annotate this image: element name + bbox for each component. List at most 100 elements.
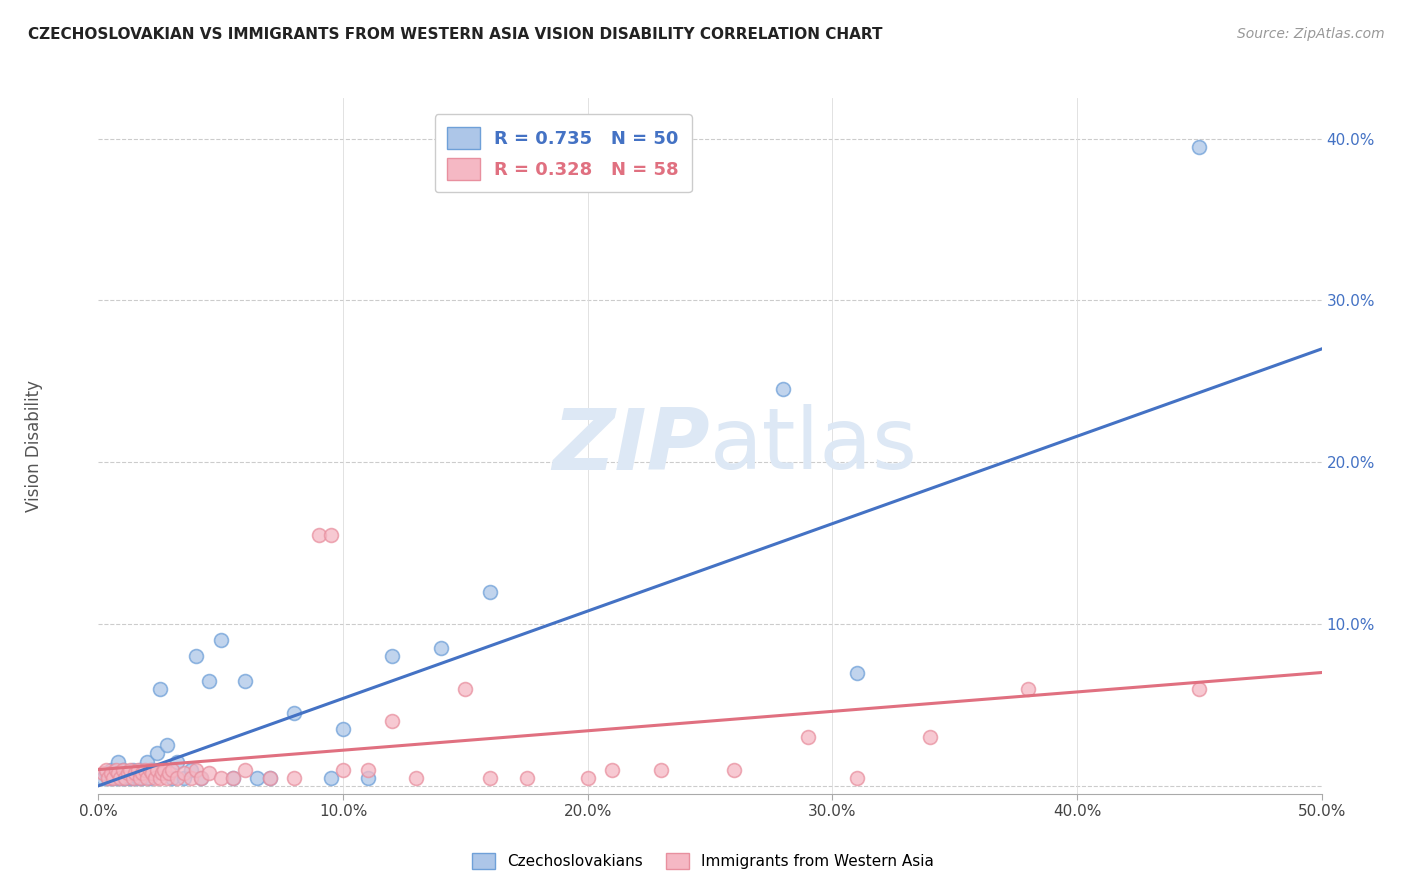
Point	[121, 771, 143, 785]
Point	[430, 641, 453, 656]
Point	[845, 665, 868, 680]
Point	[100, 763, 122, 777]
Point	[319, 771, 342, 785]
Point	[94, 763, 117, 777]
Point	[143, 771, 166, 785]
Point	[91, 765, 114, 780]
Point	[127, 763, 149, 777]
Point	[772, 383, 794, 397]
Point	[153, 763, 176, 777]
Point	[222, 771, 245, 785]
Text: Source: ZipAtlas.com: Source: ZipAtlas.com	[1237, 27, 1385, 41]
Point	[160, 771, 183, 785]
Point	[173, 771, 195, 785]
Point	[308, 528, 330, 542]
Point	[91, 771, 114, 785]
Point	[117, 765, 139, 780]
Point	[186, 763, 208, 777]
Point	[478, 771, 501, 785]
Point	[650, 763, 672, 777]
Point	[173, 765, 195, 780]
Point	[166, 755, 188, 769]
Point	[131, 771, 153, 785]
Point	[186, 649, 208, 664]
Point	[101, 771, 124, 785]
Point	[149, 681, 172, 696]
Point	[107, 765, 129, 780]
Point	[197, 673, 219, 688]
Point	[150, 765, 173, 780]
Point	[381, 714, 404, 728]
Point	[131, 765, 153, 780]
Point	[139, 763, 162, 777]
Point	[146, 763, 169, 777]
Point	[107, 755, 129, 769]
Point	[124, 765, 146, 780]
Point	[104, 763, 127, 777]
Text: ZIP: ZIP	[553, 404, 710, 488]
Point	[124, 765, 146, 780]
Point	[356, 771, 378, 785]
Point	[576, 771, 599, 785]
Point	[129, 771, 152, 785]
Point	[134, 763, 156, 777]
Text: CZECHOSLOVAKIAN VS IMMIGRANTS FROM WESTERN ASIA VISION DISABILITY CORRELATION CH: CZECHOSLOVAKIAN VS IMMIGRANTS FROM WESTE…	[28, 27, 883, 42]
Point	[127, 771, 149, 785]
Point	[356, 763, 378, 777]
Point	[246, 771, 269, 785]
Point	[332, 763, 354, 777]
Point	[180, 763, 202, 777]
Point	[121, 771, 143, 785]
Point	[104, 771, 127, 785]
Point	[110, 771, 132, 785]
Point	[101, 765, 124, 780]
Point	[222, 771, 245, 785]
Point	[190, 771, 212, 785]
Point	[283, 771, 305, 785]
Point	[141, 763, 163, 777]
Point	[190, 771, 212, 785]
Point	[94, 765, 117, 780]
Point	[259, 771, 281, 785]
Point	[97, 771, 120, 785]
Point	[114, 771, 136, 785]
Point	[332, 722, 354, 736]
Legend: Czechoslovakians, Immigrants from Western Asia: Czechoslovakians, Immigrants from Wester…	[465, 847, 941, 875]
Point	[797, 731, 820, 745]
Point	[129, 763, 152, 777]
Point	[134, 765, 156, 780]
Point	[920, 731, 942, 745]
Point	[1188, 681, 1211, 696]
Point	[478, 584, 501, 599]
Point	[146, 747, 169, 761]
Point	[100, 771, 122, 785]
Point	[259, 771, 281, 785]
Point	[110, 771, 132, 785]
Point	[149, 771, 172, 785]
Point	[120, 771, 142, 785]
Point	[117, 765, 139, 780]
Point	[180, 771, 202, 785]
Point	[104, 765, 127, 780]
Point	[97, 771, 120, 785]
Point	[845, 771, 868, 785]
Point	[723, 763, 745, 777]
Point	[209, 771, 232, 785]
Text: atlas: atlas	[710, 404, 918, 488]
Point	[454, 681, 477, 696]
Point	[111, 763, 134, 777]
Point	[121, 763, 143, 777]
Point	[166, 771, 188, 785]
Point	[100, 765, 122, 780]
Point	[136, 771, 159, 785]
Point	[136, 755, 159, 769]
Point	[1188, 139, 1211, 153]
Point	[1017, 681, 1039, 696]
Point	[209, 633, 232, 648]
Point	[157, 765, 180, 780]
Point	[111, 763, 134, 777]
Point	[381, 649, 404, 664]
Point	[111, 771, 134, 785]
Point	[114, 771, 136, 785]
Point	[405, 771, 427, 785]
